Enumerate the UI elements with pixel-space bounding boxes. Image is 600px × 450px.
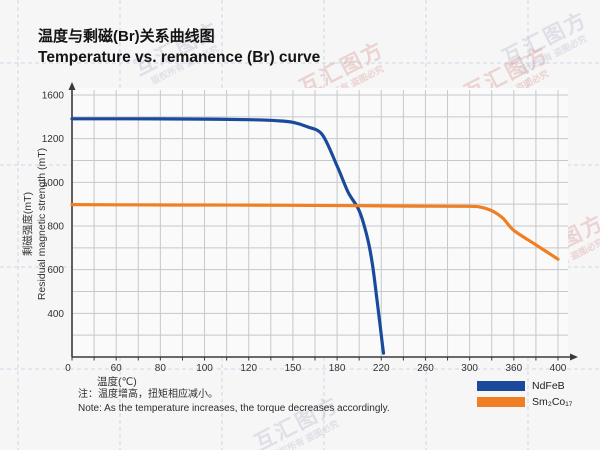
y-axis-title-en: Residual magnetic strength (mT) [36, 148, 48, 300]
y-axis-arrow [68, 82, 76, 90]
legend-swatch-sm2co17 [477, 397, 525, 407]
x-tick-label: 60 [111, 363, 123, 374]
legend-item-sm2co17: Sm₂Co₁₇ [477, 394, 572, 410]
y-tick-label: 1600 [42, 91, 65, 102]
x-tick-label: 360 [505, 363, 522, 374]
x-tick-label: 180 [329, 363, 346, 374]
axes [68, 82, 578, 361]
y-tick-label: 1000 [42, 178, 65, 189]
title-block: 温度与剩磁(Br)关系曲线图 Temperature vs. remanence… [38, 26, 320, 68]
legend-swatch-ndfeb [477, 381, 525, 391]
x-tick-label: 300 [461, 363, 478, 374]
series-curves [70, 117, 560, 355]
page-title-en: Temperature vs. remanence (Br) curve [38, 49, 321, 66]
legend-label-sm2co17: Sm₂Co₁₇ [532, 396, 573, 408]
x-axis-title: 温度(℃) [97, 375, 137, 388]
y-tick-label: 800 [47, 222, 64, 233]
x-tick-label: 150 [285, 363, 302, 374]
note-en: Note: As the temperature increases, the … [78, 402, 390, 414]
series-sm2co17 [70, 203, 560, 261]
y-tick-label: 600 [47, 265, 64, 276]
x-tick-label: 400 [550, 363, 567, 374]
plot-area [72, 88, 568, 357]
y-tick-label: 400 [47, 309, 64, 320]
y-axis-title-zh: 剩磁强度(mT) [21, 192, 34, 256]
axis-labels: 1600 1200 1000 800 600 400 0 60 80 100 120 150 180 22… [21, 91, 567, 389]
legend-label-ndfeb: NdFeB [532, 380, 565, 392]
x-tick-label: 80 [155, 363, 167, 374]
x-tick-label: 100 [196, 363, 213, 374]
note-block: 注：温度增高，扭矩相应减小。 Note: As the temperature … [78, 388, 390, 415]
y-tick-label: 1200 [42, 134, 65, 145]
x-tick-label: 0 [65, 363, 71, 374]
x-tick-label: 120 [240, 363, 257, 374]
series-ndfeb [70, 117, 386, 355]
plot-grid [71, 88, 568, 358]
x-axis-arrow [570, 353, 578, 361]
page-title-zh: 温度与剩磁(Br)关系曲线图 [38, 28, 215, 45]
legend: NdFeB Sm₂Co₁₇ [477, 378, 572, 410]
x-tick-label: 220 [373, 363, 390, 374]
x-tick-label: 260 [417, 363, 434, 374]
note-zh: 注：温度增高，扭矩相应减小。 [78, 389, 218, 400]
legend-item-ndfeb: NdFeB [477, 378, 572, 394]
